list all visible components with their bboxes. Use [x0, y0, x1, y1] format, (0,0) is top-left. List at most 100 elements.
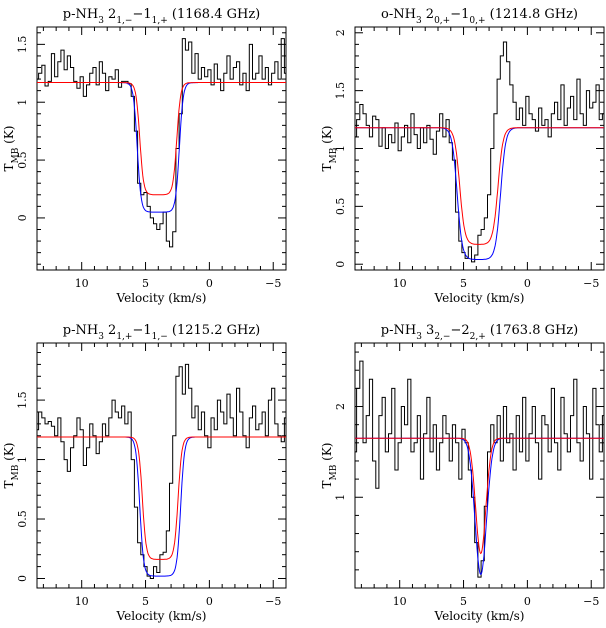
panel-3: 10 5 0 −5 0 0.5 1 1.5 p-NH3 21,+−11,− (1215.2 GH…: [2, 323, 287, 623]
y-tick-label: 0: [334, 261, 347, 268]
title-species: p-NH: [381, 323, 416, 338]
y-tick-label: 0: [16, 214, 29, 221]
title-upper-level: 3: [422, 323, 434, 338]
title-upper-sub: 0,+: [434, 16, 450, 26]
x-tick-label: 10: [75, 595, 89, 608]
title-lower-level: −1: [450, 7, 469, 22]
x-tick-label: 10: [393, 277, 407, 290]
title-species-sub: 3: [416, 332, 422, 342]
plot-frame: [354, 342, 605, 589]
title-frequency: (1168.4 GHz): [168, 7, 260, 22]
plot-frame: [36, 26, 287, 271]
y-tick-label: 1.5: [16, 36, 29, 54]
x-tick-label: −5: [583, 595, 599, 608]
y-tick-label: 1: [16, 456, 29, 463]
x-axis-label: Velocity (km/s): [434, 291, 525, 305]
y-tick-label: 1.5: [16, 391, 29, 409]
title-upper-level: 2: [104, 323, 116, 338]
title-frequency: (1763.8 GHz): [486, 323, 578, 338]
x-tick-label: 10: [393, 595, 407, 608]
title-lower-level: −1: [132, 323, 151, 338]
x-tick-label: 0: [206, 277, 213, 290]
y-tick-label: 1: [334, 145, 347, 152]
model-fit-blue: [355, 127, 604, 260]
title-species-sub: 3: [98, 16, 104, 26]
x-tick-label: −5: [265, 277, 281, 290]
x-tick-label: 5: [142, 595, 149, 608]
model-fit-blue: [37, 82, 286, 213]
panel-title: p-NH3 21,−−11,+ (1168.4 GHz): [63, 7, 261, 26]
y-label-main: T: [320, 480, 334, 488]
y-label-main: T: [320, 163, 334, 171]
panel-title: p-NH3 21,+−11,− (1215.2 GHz): [63, 323, 261, 342]
x-tick-label: 5: [460, 277, 467, 290]
x-axis-label: Velocity (km/s): [116, 291, 207, 305]
title-upper-level: 2: [104, 7, 116, 22]
y-tick-label: 0: [16, 575, 29, 582]
model-fit-red: [355, 437, 604, 555]
title-lower-sub: 1,−: [152, 332, 168, 342]
x-tick-label: −5: [265, 595, 281, 608]
title-lower-sub: 2,+: [470, 332, 486, 342]
title-lower-level: −1: [132, 7, 151, 22]
y-label-sub: MB: [329, 147, 339, 163]
title-upper-level: 2: [422, 7, 434, 22]
x-tick-label: 5: [142, 277, 149, 290]
x-tick-label: −5: [583, 277, 599, 290]
y-label-unit: (K): [320, 442, 334, 464]
y-tick-label: 0.5: [16, 510, 29, 528]
observed-spectrum: [37, 38, 286, 248]
panel-title: o-NH3 20,+−10,+ (1214.8 GHz): [381, 7, 578, 26]
panel-1: 10 5 0 −5 0 0.5 1 1.5 p-NH3 21,−−11,+ (1168.4 GH…: [2, 7, 287, 305]
x-tick-label: 0: [524, 277, 531, 290]
title-upper-sub: 1,−: [116, 16, 132, 26]
y-label-sub: MB: [11, 147, 21, 163]
title-lower-sub: 0,+: [469, 16, 485, 26]
x-axis-label: Velocity (km/s): [434, 609, 525, 623]
x-axis-label: Velocity (km/s): [116, 609, 207, 623]
title-species: o-NH: [381, 7, 416, 22]
model-fit-red: [37, 82, 286, 196]
y-label-sub: MB: [11, 464, 21, 480]
model-fit-red: [37, 436, 286, 560]
y-tick-label: 1: [16, 99, 29, 106]
title-upper-sub: 2,−: [434, 332, 450, 342]
title-lower-sub: 1,+: [152, 16, 168, 26]
title-lower-level: −2: [450, 323, 469, 338]
title-frequency: (1215.2 GHz): [168, 323, 260, 338]
panel-2: 10 5 0 −500.511.52o-NH3 20,+−10,+ (1214.8 G…: [320, 7, 605, 305]
y-tick-label: 1.5: [334, 82, 347, 100]
model-fit-blue: [355, 437, 604, 576]
y-tick-label: 2: [334, 403, 347, 410]
y-label-main: T: [2, 163, 16, 171]
y-label-sub: MB: [329, 464, 339, 480]
observed-spectrum: [355, 360, 604, 578]
y-tick-label: 0.5: [334, 198, 347, 216]
y-axis-label: TMB (K): [320, 442, 339, 488]
title-species-sub: 3: [98, 332, 104, 342]
y-label-unit: (K): [2, 125, 16, 147]
y-tick-label: 0.5: [16, 151, 29, 169]
title-frequency: (1214.8 GHz): [486, 7, 578, 22]
observed-spectrum: [355, 41, 604, 263]
title-species-sub: 3: [416, 16, 422, 26]
title-upper-sub: 1,+: [116, 332, 132, 342]
plot-frame: [354, 26, 605, 271]
y-label-unit: (K): [2, 442, 16, 464]
y-axis-label: TMB (K): [2, 442, 21, 488]
title-species: p-NH: [63, 323, 98, 338]
x-tick-label: 10: [75, 277, 89, 290]
y-axis-label: TMB (K): [2, 125, 21, 171]
y-tick-label: 2: [334, 29, 347, 36]
model-fit-blue: [37, 436, 286, 577]
model-fit-red: [355, 127, 604, 245]
plot-frame: [36, 342, 287, 589]
y-label-unit: (K): [320, 125, 334, 147]
x-tick-label: 0: [524, 595, 531, 608]
y-axis-label: TMB (K): [320, 125, 339, 171]
title-species: p-NH: [63, 7, 98, 22]
panel-title: p-NH3 32,−−22,+ (1763.8 GHz): [381, 323, 579, 342]
x-tick-label: 5: [460, 595, 467, 608]
